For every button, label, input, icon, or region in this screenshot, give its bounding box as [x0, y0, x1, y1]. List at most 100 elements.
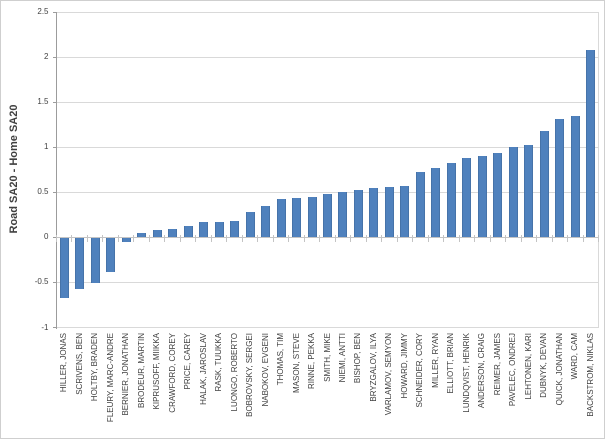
x-tick-label: NIEMI, ANTTI — [337, 333, 347, 383]
x-tick-label: RASK, TUUKKA — [214, 333, 224, 392]
y-tick-label: 1.5 — [37, 97, 49, 107]
x-tick-label: HALAK, JAROSLAV — [198, 333, 208, 405]
x-tick-label: REIMER, JAMES — [492, 333, 502, 396]
y-axis-tick — [52, 11, 57, 13]
y-axis-tick — [52, 281, 57, 283]
bar — [214, 222, 224, 238]
y-axis-tick — [52, 327, 57, 328]
x-tick-label: BACKSTROM, NIKLAS — [585, 333, 595, 417]
category-tick — [458, 235, 460, 243]
x-tick-label: ELLIOTT, BRIAN — [446, 333, 456, 394]
category-tick — [303, 235, 305, 243]
y-axis-tick — [52, 236, 57, 238]
x-tick-label: THOMAS, TIM — [276, 333, 286, 386]
category-tick — [241, 235, 243, 243]
bar — [183, 225, 193, 238]
bar — [524, 145, 534, 238]
bar — [493, 152, 503, 238]
x-tick-label: MILLER, RYAN — [430, 333, 440, 388]
category-tick — [551, 235, 553, 243]
y-axis-tick — [52, 101, 57, 103]
x-tick-label: WARD, CAM — [570, 333, 580, 380]
bar — [446, 163, 456, 238]
bar — [152, 230, 162, 238]
x-tick-label: FLEURY, MARC-ANDRE — [105, 333, 115, 423]
x-tick-label: BRODEUR, MARTIN — [136, 333, 146, 408]
x-tick-label: HOWARD, JIMMY — [399, 333, 409, 399]
category-tick — [102, 235, 104, 243]
category-tick — [412, 235, 414, 243]
bar — [353, 189, 363, 238]
x-axis-line — [56, 236, 599, 238]
gridline — [56, 56, 599, 58]
category-tick — [474, 235, 476, 243]
bar — [369, 187, 379, 238]
bar — [137, 232, 147, 238]
category-tick — [272, 235, 274, 243]
category-tick — [195, 235, 197, 243]
bar — [462, 158, 472, 238]
bar — [276, 198, 286, 238]
gridline — [56, 191, 599, 193]
y-tick-label: 1 — [44, 142, 49, 152]
x-tick-label: MASON, STEVE — [291, 333, 301, 394]
x-tick-label: VARLAMOV, SEMYON — [384, 333, 394, 416]
gridline — [56, 11, 599, 13]
bar — [508, 147, 518, 238]
x-tick-label: RINNE, PEKKA — [307, 333, 316, 390]
y-axis-tick — [52, 191, 57, 193]
bar — [400, 185, 410, 238]
category-tick — [381, 235, 383, 243]
x-tick-label: BOBROVSKY, SERGEI — [245, 333, 255, 417]
gridline — [56, 146, 599, 148]
plot-right-border — [598, 12, 599, 328]
x-tick-label: BISHOP, BEN — [353, 333, 363, 384]
category-tick — [334, 235, 336, 243]
bar — [75, 238, 85, 289]
x-tick-label: HOLTBY, BRADEN — [90, 333, 100, 402]
bar — [384, 186, 394, 238]
bar — [415, 172, 425, 238]
bar — [338, 192, 348, 238]
bar — [245, 212, 255, 238]
bar — [121, 238, 131, 242]
x-tick-label: CRAWFORD, COREY — [167, 333, 177, 413]
category-tick — [505, 235, 507, 243]
x-tick-label: LEHTONEN, KARI — [523, 333, 533, 400]
category-tick — [520, 235, 522, 243]
x-tick-label: SMITH, MIKE — [322, 333, 332, 382]
bar — [539, 130, 549, 238]
gridline — [56, 281, 599, 283]
bar — [570, 115, 580, 238]
bar — [477, 156, 487, 238]
y-tick-label: -0.5 — [34, 277, 49, 287]
category-tick — [582, 235, 584, 243]
y-tick-label: 2 — [44, 52, 49, 62]
category-tick — [365, 235, 367, 243]
bar — [292, 197, 302, 238]
x-tick-label: QUICK, JONATHAN — [554, 333, 564, 406]
x-tick-label: LUNDQVIST, HENRIK — [461, 333, 471, 413]
x-tick-label: DUBNYK, DEVAN — [539, 333, 549, 398]
y-tick-label: -1 — [41, 322, 49, 332]
bar — [199, 222, 209, 238]
category-tick — [350, 235, 352, 243]
x-tick-label: PRICE, CAREY — [183, 333, 193, 390]
category-tick — [396, 235, 398, 243]
category-tick — [164, 235, 166, 243]
bar — [431, 167, 441, 238]
bar — [261, 205, 271, 238]
category-tick — [226, 235, 228, 243]
bar — [106, 238, 116, 272]
category-tick — [567, 235, 569, 243]
category-tick — [86, 235, 88, 243]
category-tick — [443, 235, 445, 243]
category-tick — [536, 235, 538, 243]
x-tick-label: ANDERSON, CRAIG — [477, 333, 487, 409]
x-tick-label: SCHNEIDER, CORY — [415, 333, 425, 408]
category-tick — [489, 235, 491, 243]
category-tick — [210, 235, 212, 243]
bar — [555, 119, 565, 238]
